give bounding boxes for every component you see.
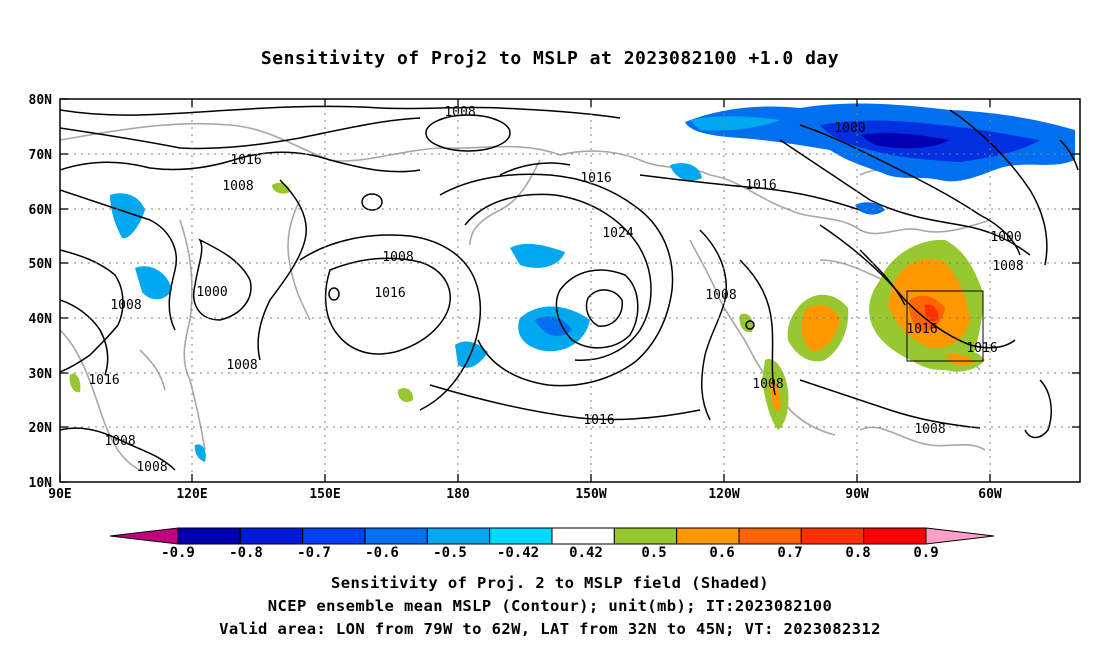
contour-label: 1008 [382, 250, 413, 265]
colorbar-swatch [302, 527, 366, 545]
lat-label: 80N [29, 93, 53, 108]
contour-label: 1008 [444, 105, 475, 120]
sensitivity-shading [69, 103, 1075, 462]
lon-label: 120E [176, 487, 207, 502]
colorbar-swatch [738, 527, 802, 545]
contour-label: 1016 [745, 178, 776, 193]
contour-label: 1008 [226, 358, 257, 373]
caption-line-2: NCEP ensemble mean MSLP (Contour); unit(… [267, 597, 833, 615]
contour-label: 1016 [966, 341, 997, 356]
contour-labels: 1008 1016 1008 1008 1000 1016 1008 1016 … [88, 105, 1023, 449]
colorbar-swatch [613, 527, 678, 545]
map-frame [59, 98, 1081, 483]
colorbar-label: -0.7 [297, 545, 331, 561]
lat-label: 20N [29, 421, 53, 436]
colorbar-label: -0.42 [497, 545, 539, 561]
contour-label: 1008 [705, 288, 736, 303]
colorbar-swatch [239, 527, 304, 545]
caption-line-3: Valid area: LON from 79W to 62W, LAT fro… [219, 620, 881, 638]
lon-label: 120W [708, 487, 739, 502]
colorbar-extend-high [925, 527, 995, 545]
lon-label: 90E [48, 487, 71, 502]
colorbar-swatch [551, 527, 615, 545]
contour-label: 1000 [196, 285, 227, 300]
lat-label: 30N [29, 367, 53, 382]
colorbar-swatch [489, 527, 553, 545]
lon-label: 60W [978, 487, 1002, 502]
colorbar-label: 0.6 [709, 545, 734, 561]
map-title: Sensitivity of Proj2 to MSLP at 20230821… [260, 48, 840, 69]
contour-label: 1008 [110, 298, 141, 313]
contour-label: 1000 [990, 230, 1021, 245]
colorbar-label: 0.5 [641, 545, 666, 561]
colorbar-label: 0.8 [845, 545, 870, 561]
lon-label: 180 [446, 487, 470, 502]
contour-label: 1008 [136, 460, 167, 475]
lat-label: 40N [29, 312, 53, 327]
colorbar-swatch [800, 527, 865, 545]
lat-label: 10N [29, 476, 53, 491]
contour-label: 1024 [602, 226, 633, 241]
contour-label: 1008 [752, 377, 783, 392]
longitude-labels: 90E 120E 150E 180 150W 120W 90W 60W [48, 487, 1002, 502]
valid-area-box [906, 290, 984, 362]
contour-label: 1008 [104, 434, 135, 449]
contour-label: 1016 [374, 286, 405, 301]
latitude-labels: 80N 70N 60N 50N 40N 30N 20N 10N [29, 93, 53, 491]
contour-label: 1008 [222, 179, 253, 194]
colorbar-label: -0.8 [229, 545, 263, 561]
lat-label: 70N [29, 148, 53, 163]
contour-label: 1016 [906, 322, 937, 337]
colorbar-swatch [426, 527, 491, 545]
lat-label: 50N [29, 257, 53, 272]
colorbar-swatch [676, 527, 740, 545]
graticule [60, 99, 1080, 482]
mslp-contours [60, 105, 1079, 471]
colorbar-swatch [863, 527, 927, 545]
colorbar [109, 527, 995, 545]
colorbar-label: -0.5 [433, 545, 467, 561]
lon-label: 90W [845, 487, 869, 502]
colorbar-label: -0.9 [161, 545, 195, 561]
contour-label: 1000 [834, 121, 865, 136]
contour-label: 1016 [88, 373, 119, 388]
colorbar-swatch [177, 527, 241, 545]
contour-label: 1016 [580, 171, 611, 186]
lat-label: 60N [29, 203, 53, 218]
contour-label: 1016 [583, 413, 614, 428]
colorbar-extend-low [109, 527, 179, 545]
colorbar-label: 0.9 [913, 545, 938, 561]
colorbar-labels: -0.9 -0.8 -0.7 -0.6 -0.5 -0.42 0.42 0.5 … [161, 545, 939, 561]
colorbar-label: -0.6 [365, 545, 399, 561]
lon-label: 150W [575, 487, 606, 502]
colorbar-swatch [364, 527, 428, 545]
contour-label: 1008 [914, 422, 945, 437]
colorbar-label: 0.42 [569, 545, 603, 561]
lon-label: 150E [309, 487, 340, 502]
caption-line-1: Sensitivity of Proj. 2 to MSLP field (Sh… [331, 574, 769, 592]
contour-label: 1008 [992, 259, 1023, 274]
colorbar-label: 0.7 [777, 545, 802, 561]
axis-ticks [59, 98, 1080, 483]
contour-label: 1016 [230, 153, 261, 168]
